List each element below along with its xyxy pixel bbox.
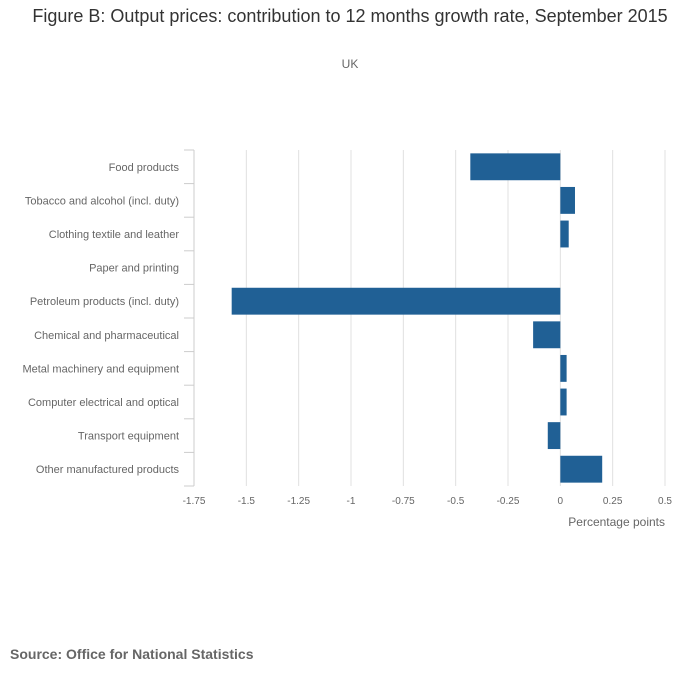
category-label: Food products bbox=[109, 162, 180, 174]
chart-subtitle: UK bbox=[341, 57, 359, 71]
bar bbox=[560, 186, 575, 214]
category-label: Clothing textile and leather bbox=[49, 229, 180, 241]
category-label: Tobacco and alcohol (incl. duty) bbox=[25, 195, 179, 207]
category-label: Computer electrical and optical bbox=[28, 397, 179, 409]
x-tick-label: 0.5 bbox=[658, 496, 672, 507]
bar-chart: Food products Tobacco and alcohol (incl. … bbox=[22, 149, 672, 529]
category-label: Metal machinery and equipment bbox=[22, 363, 179, 375]
x-tick-label: 0.25 bbox=[603, 496, 623, 507]
bar bbox=[560, 220, 569, 248]
x-tick-label: 0 bbox=[558, 496, 564, 507]
x-tick-label: -1.75 bbox=[183, 496, 206, 507]
x-tick-label: -1 bbox=[347, 496, 356, 507]
bar bbox=[547, 422, 561, 450]
x-tick-label: -0.5 bbox=[447, 496, 465, 507]
bar bbox=[560, 354, 567, 382]
bar bbox=[231, 287, 561, 315]
x-tick-label: -0.25 bbox=[497, 496, 520, 507]
x-tick-label: -1.5 bbox=[238, 496, 256, 507]
bar bbox=[560, 388, 567, 416]
x-axis-title: Percentage points bbox=[568, 515, 665, 529]
chart-title: Figure B: Output prices: contribution to… bbox=[32, 6, 668, 26]
bar bbox=[560, 455, 603, 483]
category-label: Petroleum products (incl. duty) bbox=[30, 296, 179, 308]
category-label: Paper and printing bbox=[89, 263, 179, 275]
category-label: Transport equipment bbox=[78, 431, 179, 443]
bar bbox=[470, 153, 561, 181]
x-tick-label: -0.75 bbox=[392, 496, 415, 507]
category-label: Chemical and pharmaceutical bbox=[34, 330, 179, 342]
x-tick-label: -1.25 bbox=[287, 496, 310, 507]
bar bbox=[533, 321, 561, 349]
category-label: Other manufactured products bbox=[36, 464, 180, 476]
source-note: Source: Office for National Statistics bbox=[10, 646, 254, 662]
